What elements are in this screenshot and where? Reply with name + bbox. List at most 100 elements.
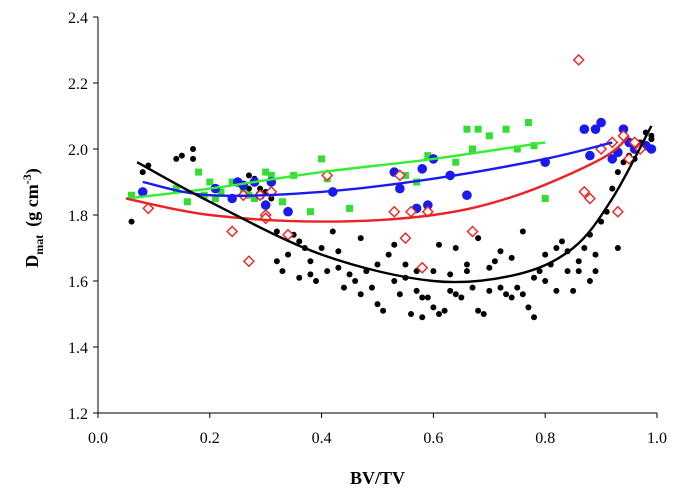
data-point [579,124,590,134]
data-point [519,291,526,298]
data-point [592,251,599,258]
data-point [357,235,364,242]
series-square [128,119,549,216]
data-point [206,178,214,186]
data-point [536,268,543,275]
data-point [541,195,549,202]
data-point [211,195,219,202]
data-point [260,200,271,210]
y-axis-title-unit-close: ) [22,168,43,174]
data-point [463,261,470,268]
data-point [346,204,354,212]
data-point [463,125,471,133]
data-point [423,200,433,210]
data-point [463,268,470,275]
y-tick-label: 1.2 [68,406,88,423]
data-point [502,125,510,133]
data-point [391,241,398,248]
y-axis-title-sub: mat [32,235,46,255]
data-point [564,268,571,275]
data-point [408,311,415,317]
data-point [648,132,655,139]
data-point [313,278,320,284]
data-point [480,311,487,317]
data-point [486,264,493,271]
data-point [503,291,510,298]
data-point [424,152,432,160]
data-point [368,284,375,291]
data-point [283,206,293,217]
data-point [609,185,616,192]
data-point [458,294,465,301]
data-point [575,268,582,275]
data-point [419,294,426,301]
data-point [607,154,618,164]
x-tick-label: 1.0 [647,430,667,447]
series-circle-small [128,129,655,321]
data-point [542,278,549,284]
data-point [324,268,331,275]
data-point [318,155,326,163]
data-point [581,245,588,251]
y-tick-label: 1.4 [68,340,88,357]
data-point [128,191,136,199]
data-point [441,307,448,314]
y-axis-ticks: 1.2 1.4 1.6 1.8 2.0 2.2 2.4 [68,10,98,423]
data-point [172,185,180,193]
data-point [475,307,482,314]
y-tick-label: 2.2 [68,76,88,93]
data-point [419,314,426,321]
data-point [268,195,275,202]
data-point [396,291,403,298]
data-point [542,251,549,258]
data-point [417,164,428,174]
data-point [524,119,532,127]
data-point [242,255,255,268]
data-point [614,169,621,176]
data-point [413,287,420,294]
trend-line [136,125,653,284]
x-tick-label: 0.4 [312,430,332,447]
data-point [469,284,476,291]
y-axis-title-main: D [22,255,42,268]
data-point [447,287,454,294]
data-point [285,251,292,258]
data-point [575,258,582,265]
data-point [435,311,442,317]
x-tick-label: 0.2 [200,430,220,447]
y-tick-label: 1.6 [68,274,88,291]
trend-line [142,141,613,197]
data-point [474,125,482,133]
data-point [178,152,185,159]
data-point [340,284,347,291]
y-axis-title-unit-sup: -3 [20,174,34,184]
data-point [578,185,591,198]
data-point [399,232,412,245]
data-point [585,150,595,161]
data-point [190,155,197,162]
data-point [226,225,239,238]
y-tick-label: 1.8 [68,208,88,225]
data-point [586,278,593,284]
data-point [139,169,146,176]
x-tick-label: 0.8 [535,430,555,447]
data-point [318,245,325,251]
data-point [273,228,280,235]
data-point [435,241,442,248]
data-point [190,146,197,152]
data-point [395,183,405,194]
data-point [195,168,203,176]
data-point [466,225,479,238]
data-point [596,117,606,128]
data-point [228,178,236,186]
data-point [497,248,504,255]
data-point [430,268,437,275]
data-point [598,218,605,225]
data-point [590,124,601,134]
data-point [531,314,538,321]
data-point [646,144,657,154]
data-point [296,274,303,281]
x-tick-label: 0.0 [88,430,108,447]
data-point [618,124,629,134]
data-point [374,261,381,268]
